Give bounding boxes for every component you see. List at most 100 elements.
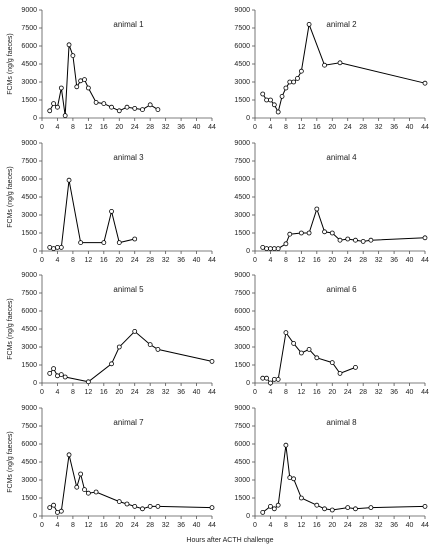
data-point [337,60,343,66]
y-tick-label: 3000 [234,344,250,351]
y-tick-label: 6000 [234,308,250,315]
x-tick-label: 16 [313,124,321,131]
data-point [322,506,327,512]
data-point [116,344,122,350]
data-point [298,350,304,356]
data-point [275,376,281,382]
y-tick-label: 4500 [21,326,37,333]
y-tick-label: 7500 [21,25,37,32]
data-point [422,503,428,509]
data-point [353,506,358,512]
data-point [78,471,84,477]
x-tick-label: 0 [40,522,44,529]
data-line [49,454,213,513]
data-point [368,505,374,511]
data-point [124,501,130,507]
data-point [314,502,320,508]
data-point [132,503,138,509]
x-tick-label: 0 [253,522,257,529]
data-point [279,94,285,99]
data-point [62,113,68,118]
data-point [58,372,64,378]
y-tick-label: 6000 [234,43,250,50]
y-tick-label: 9000 [21,7,37,14]
data-point [314,355,320,361]
x-tick-label: 24 [344,257,352,264]
data-point [124,104,130,110]
x-tick-label: 4 [269,522,273,529]
x-tick-label: 24 [131,124,139,131]
data-point [345,236,351,242]
x-tick-label: 12 [84,389,92,396]
y-tick-label: 6000 [21,441,37,448]
data-point [58,85,64,91]
y-tick-label: 4500 [21,459,37,466]
x-tick-label: 4 [269,124,273,131]
data-point [155,107,161,112]
data-point [287,79,293,85]
data-point [74,484,80,490]
data-point [275,109,281,115]
x-tick-label: 32 [375,257,383,264]
data-point [271,506,277,512]
x-tick-label: 44 [421,124,429,131]
y-tick-label: 6000 [21,308,37,315]
data-point [268,503,273,509]
x-tick-label: 28 [146,522,154,529]
data-point [116,499,122,505]
x-tick-label: 40 [406,389,414,396]
y-tick-label: 9000 [21,405,37,412]
y-tick-label: 7500 [234,25,250,32]
data-point [47,244,53,250]
data-line [262,445,426,513]
data-point [82,77,87,82]
y-tick-label: 0 [246,115,250,122]
data-point [306,230,312,236]
y-tick-label: 6000 [234,441,250,448]
data-point [47,108,53,114]
data-point [58,508,64,514]
data-point [116,108,122,114]
data-point [209,358,215,364]
x-tick-label: 0 [253,257,257,264]
data-point [268,380,273,386]
data-point [275,246,281,252]
x-tick-label: 12 [297,124,305,131]
y-tick-label: 0 [246,248,250,255]
y-tick-label: 1500 [21,97,37,104]
data-point [55,244,60,250]
x-tick-label: 44 [421,389,429,396]
panel-title: animal 3 [113,153,144,162]
data-point [47,505,53,511]
data-point [337,370,343,376]
y-axis-label: FCMs (ng/g faeces) [7,431,14,492]
y-tick-label: 3000 [21,79,37,86]
data-point [264,375,269,381]
data-point [132,106,138,111]
data-point [147,102,153,108]
data-point [368,237,374,243]
data-line [262,22,426,114]
x-tick-label: 40 [406,522,414,529]
y-tick-label: 7500 [21,290,37,297]
data-point [140,506,145,512]
data-point [82,487,87,493]
panel-title: animal 8 [326,418,357,427]
x-tick-label: 40 [193,124,201,131]
data-point [55,373,60,379]
data-point [47,370,53,376]
x-tick-label: 36 [390,389,398,396]
y-tick-label: 3000 [234,477,250,484]
x-tick-label: 44 [208,124,216,131]
data-point [93,489,99,495]
x-tick-label: 20 [328,389,336,396]
data-point [291,79,297,85]
x-tick-label: 36 [177,389,185,396]
data-point [353,237,358,243]
y-tick-label: 0 [33,513,37,520]
x-tick-label: 44 [208,389,216,396]
y-tick-label: 3000 [21,477,37,484]
x-tick-label: 4 [56,522,60,529]
x-tick-label: 4 [56,124,60,131]
